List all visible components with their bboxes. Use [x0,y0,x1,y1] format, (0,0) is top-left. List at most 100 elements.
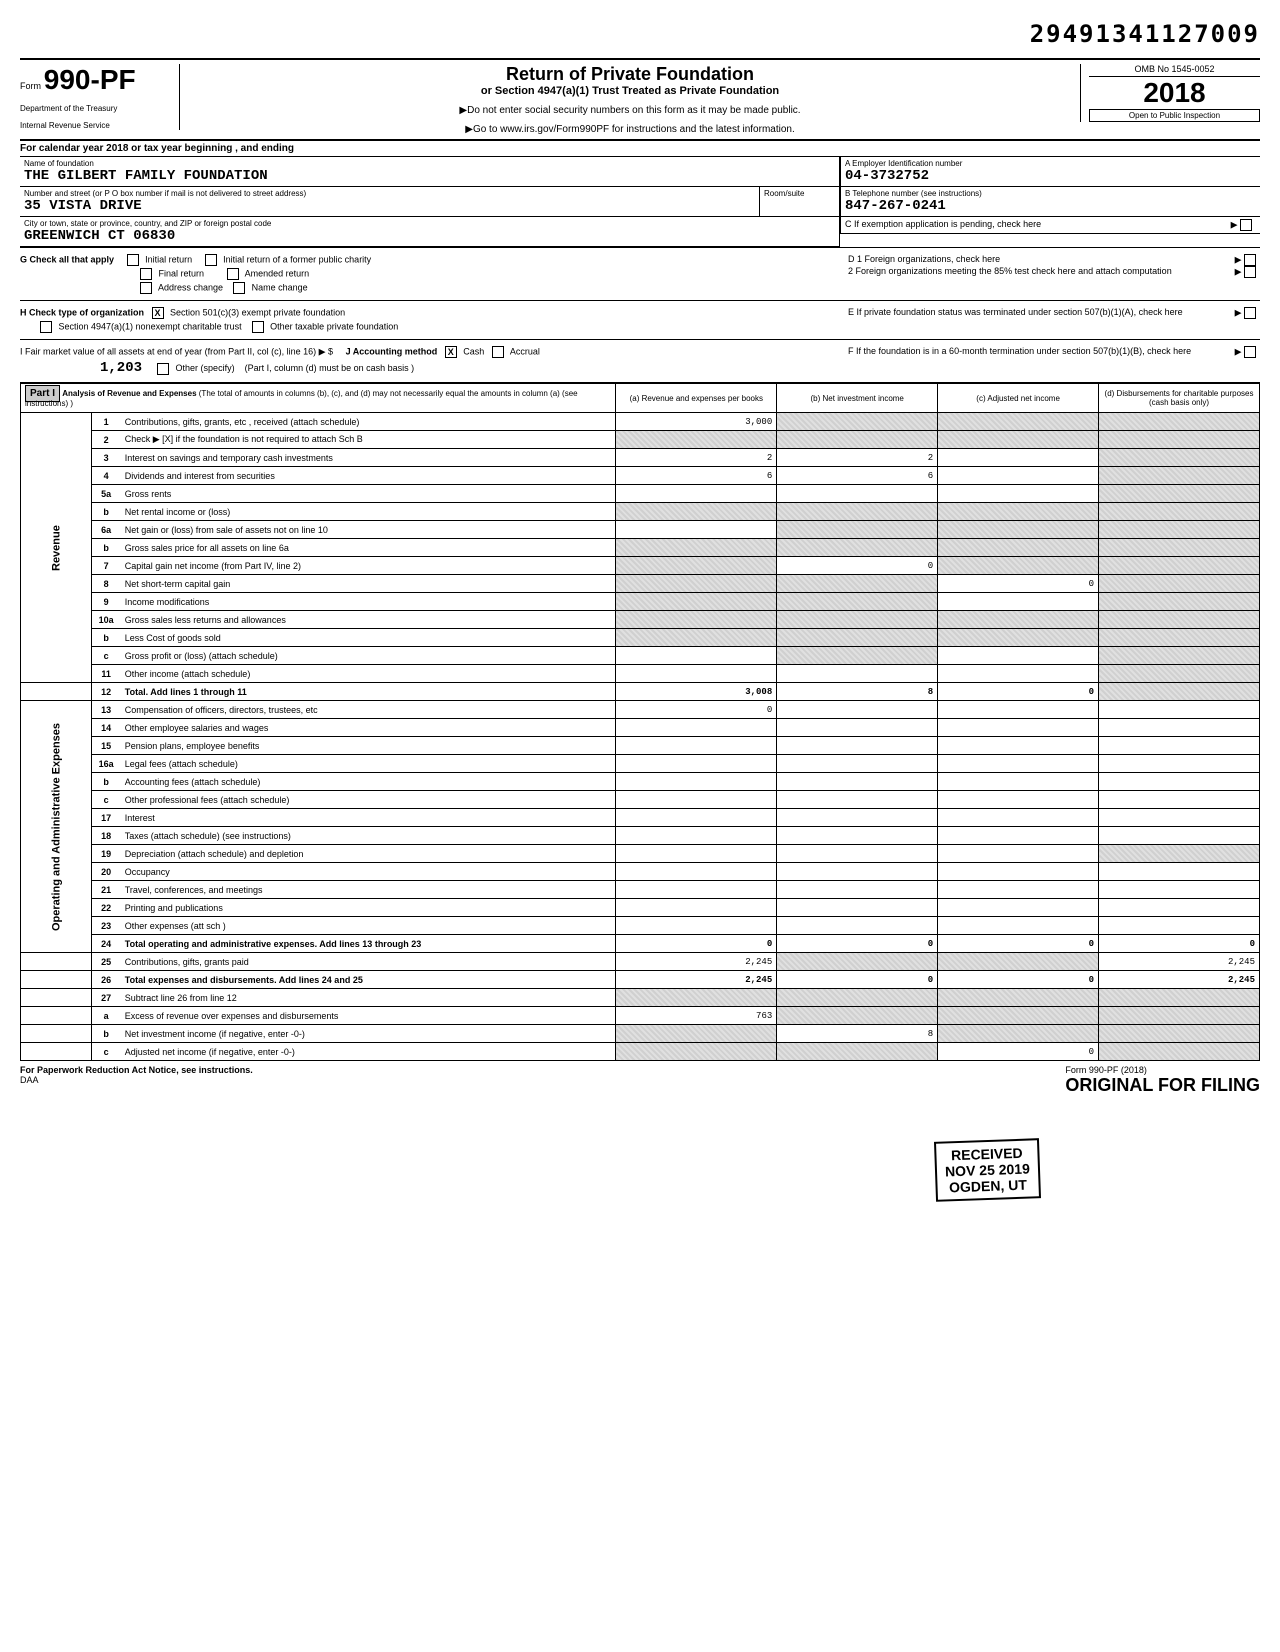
amt-d [1099,863,1260,881]
line-num: 9 [91,593,121,611]
j-label: J Accounting method [346,346,438,356]
col-a-header: (a) Revenue and expenses per books [616,384,777,413]
amt-b [777,665,938,683]
line-desc: Printing and publications [121,899,616,917]
shaded-cell [616,1043,777,1061]
amt-b [777,863,938,881]
i-label: I Fair market value of all assets at end… [20,346,333,356]
part1-container: Part I Analysis of Revenue and Expenses … [20,383,1260,1061]
line-num: 5a [91,485,121,503]
amt-d [1099,755,1260,773]
initial-return-checkbox[interactable] [127,254,139,266]
initial-former-label: Initial return of a former public charit… [223,254,371,264]
table-row: 26Total expenses and disbursements. Add … [21,971,1260,989]
final-return-checkbox[interactable] [140,268,152,280]
table-row: 4Dividends and interest from securities6… [21,467,1260,485]
final-return-label: Final return [159,268,205,278]
amt-b [777,701,938,719]
line-num: 4 [91,467,121,485]
table-row: 12Total. Add lines 1 through 113,00880 [21,683,1260,701]
daa-label: DAA [20,1075,39,1085]
initial-return-label: Initial return [145,254,192,264]
table-row: bAccounting fees (attach schedule) [21,773,1260,791]
exemption-checkbox[interactable] [1240,219,1252,231]
shaded-cell [616,557,777,575]
line-num: 1 [91,413,121,431]
amended-checkbox[interactable] [227,268,239,280]
amt-c [938,863,1099,881]
amt-c: 0 [938,1043,1099,1061]
table-row: 24Total operating and administrative exp… [21,935,1260,953]
h-label: H Check type of organization [20,307,144,317]
line-desc: Gross rents [121,485,616,503]
line-desc: Total. Add lines 1 through 11 [121,683,616,701]
accrual-checkbox[interactable] [492,346,504,358]
cash-checkbox[interactable] [445,346,457,358]
shaded-cell [1099,989,1260,1007]
amt-d [1099,719,1260,737]
amt-d [1099,917,1260,935]
public-inspection: Open to Public Inspection [1089,109,1260,122]
line-desc: Net investment income (if negative, ente… [121,1025,616,1043]
shaded-cell [777,521,938,539]
form-number: 990-PF [44,64,136,95]
addr-change-checkbox[interactable] [140,282,152,294]
other-taxable-checkbox[interactable] [252,321,264,333]
table-row: 8Net short-term capital gain0 [21,575,1260,593]
amt-a: 763 [616,1007,777,1025]
g-label: G Check all that apply [20,254,114,264]
other-method-checkbox[interactable] [157,363,169,375]
line-num: 20 [91,863,121,881]
line-num: 25 [91,953,121,971]
line-num: 6a [91,521,121,539]
shaded-cell [1099,557,1260,575]
d1-label: D 1 Foreign organizations, check here [848,254,1000,264]
amt-b: 8 [777,1025,938,1043]
shaded-cell [938,1007,1099,1025]
shaded-cell [1099,683,1260,701]
line-desc: Other employee salaries and wages [121,719,616,737]
e-checkbox[interactable] [1244,307,1256,319]
amt-b: 0 [777,935,938,953]
tax-year: 2018 [1089,77,1260,109]
amt-c [938,647,1099,665]
city-label: City or town, state or province, country… [24,219,835,228]
amt-b: 0 [777,971,938,989]
line-num: 24 [91,935,121,953]
4947-checkbox[interactable] [40,321,52,333]
amt-d [1099,701,1260,719]
revenue-side-label: Revenue [21,413,92,683]
shaded-cell [777,539,938,557]
amt-d [1099,809,1260,827]
table-row: 23Other expenses (att sch ) [21,917,1260,935]
amt-b: 0 [777,557,938,575]
amt-c [938,773,1099,791]
amt-c: 0 [938,935,1099,953]
line-num: b [91,539,121,557]
amt-a: 2,245 [616,953,777,971]
amt-d [1099,773,1260,791]
shaded-cell [1099,449,1260,467]
line-desc: Dividends and interest from securities [121,467,616,485]
amt-a [616,719,777,737]
line-desc: Interest [121,809,616,827]
line-desc: Legal fees (attach schedule) [121,755,616,773]
d1-checkbox[interactable] [1244,254,1256,266]
table-row: 3Interest on savings and temporary cash … [21,449,1260,467]
initial-former-checkbox[interactable] [205,254,217,266]
f-checkbox[interactable] [1244,346,1256,358]
amt-b [777,917,938,935]
table-row: bGross sales price for all assets on lin… [21,539,1260,557]
amt-c [938,701,1099,719]
line-num: 23 [91,917,121,935]
501c3-checkbox[interactable] [152,307,164,319]
name-change-checkbox[interactable] [233,282,245,294]
line-desc: Compensation of officers, directors, tru… [121,701,616,719]
line-desc: Adjusted net income (if negative, enter … [121,1043,616,1061]
line-num: 15 [91,737,121,755]
stamp-location: OGDEN, UT [945,1177,1030,1196]
shaded-cell [938,431,1099,449]
d2-checkbox[interactable] [1244,266,1256,278]
line-num: 7 [91,557,121,575]
amt-c [938,737,1099,755]
